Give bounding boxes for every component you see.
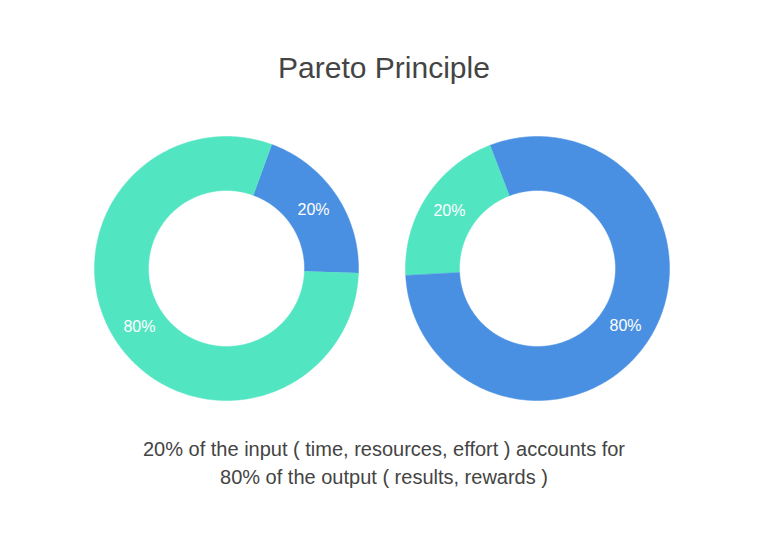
- html-text:20% of the input ( time, resou: 20% of the input ( time, resources, effo…: [143, 438, 625, 460]
- svg-text:80%: 80%: [610, 317, 642, 334]
- html-text:80% of the output ( results, r: 80% of the output ( results, rewards ): [220, 466, 548, 488]
- svg-text:80%: 80%: [123, 318, 155, 335]
- svg-text:20%: 20%: [433, 202, 465, 219]
- html-text:Pareto Principle: Pareto Principle: [278, 51, 490, 84]
- svg-text:20%: 20%: [298, 201, 330, 218]
